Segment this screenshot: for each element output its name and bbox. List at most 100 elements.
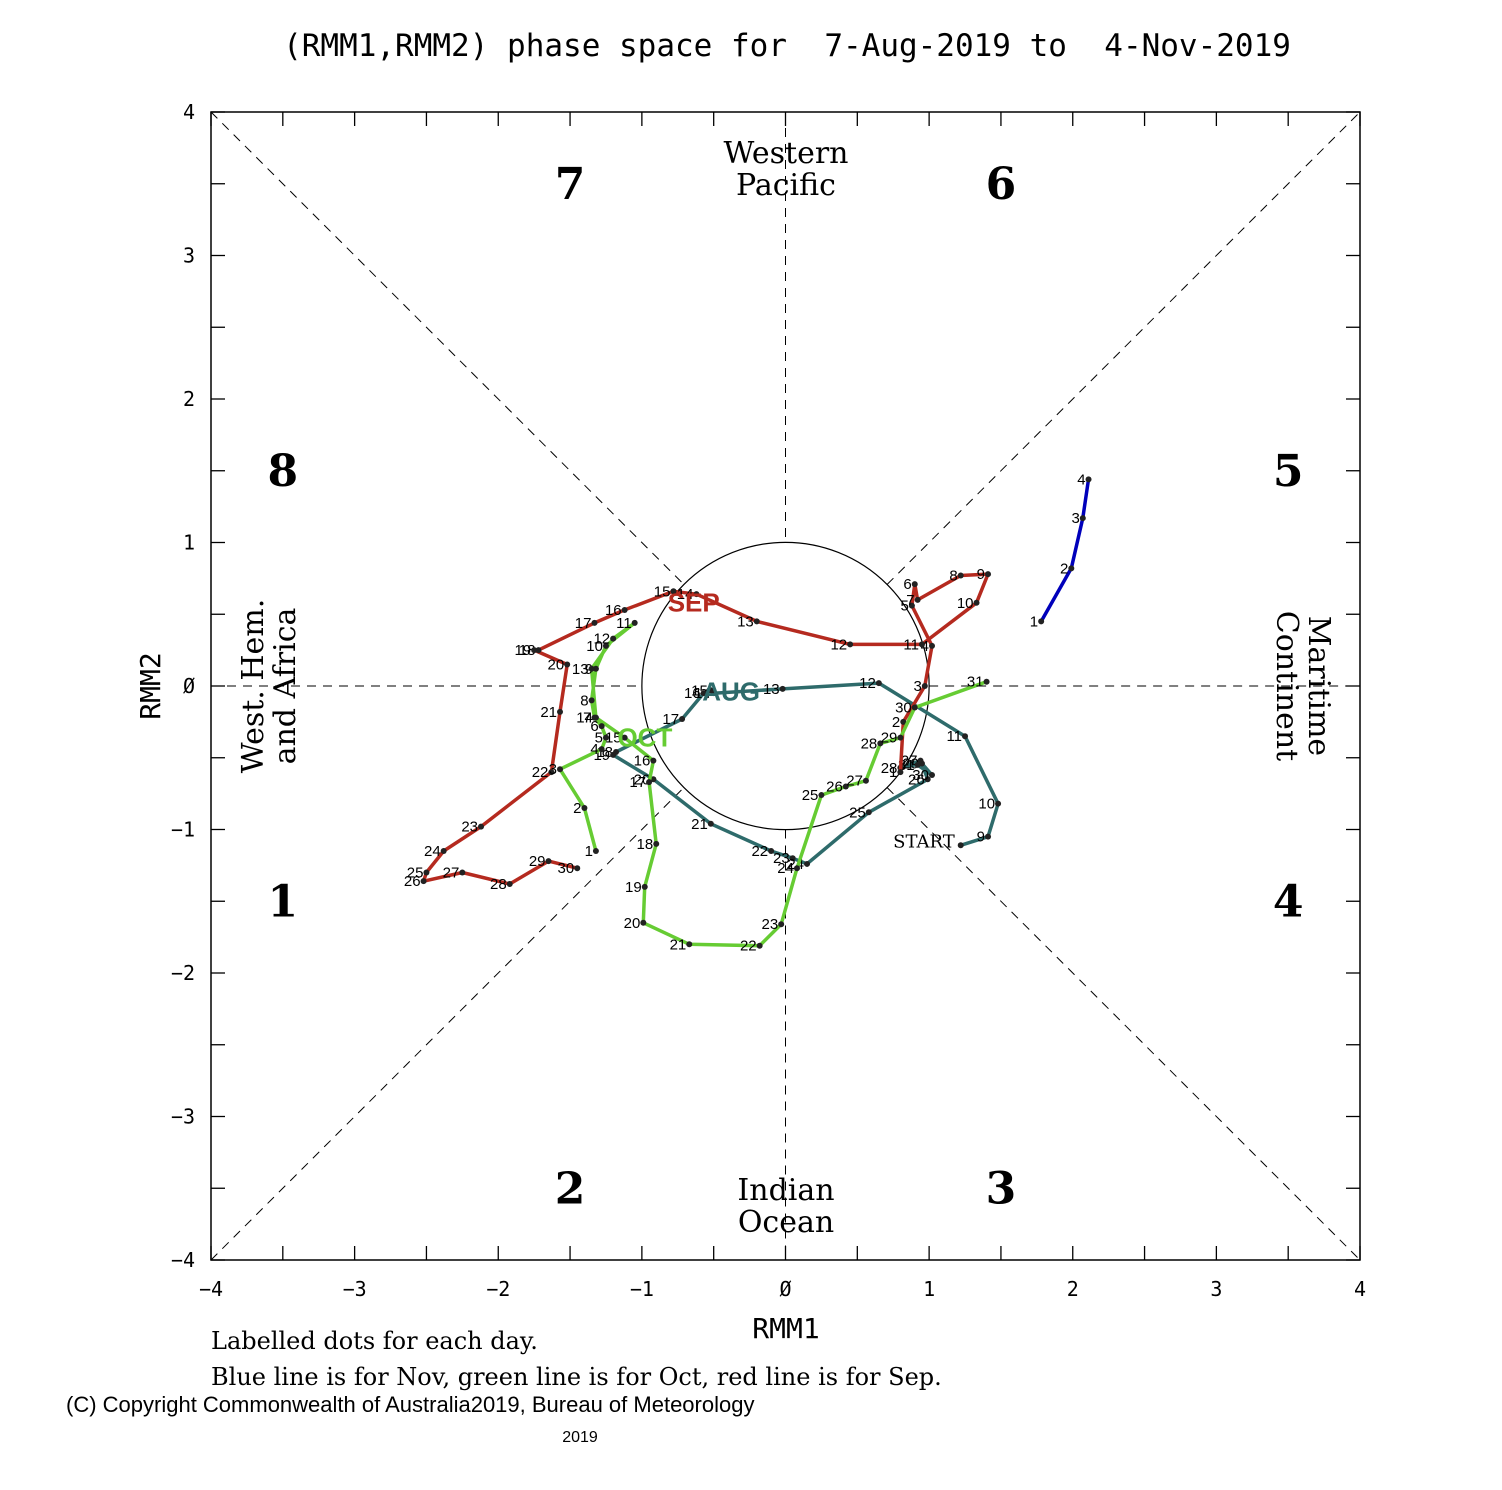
region-top-line1: Western (723, 136, 848, 171)
day-dot (650, 757, 657, 764)
day-label: 8 (580, 692, 588, 709)
month-label-aug: AUG (702, 676, 760, 706)
day-label: 30 (558, 860, 575, 877)
region-left-line1: West. Hem. (236, 599, 271, 774)
y-tick-label: 2 (183, 387, 195, 411)
day-label: 27 (443, 865, 460, 882)
day-label: 23 (461, 819, 478, 836)
day-dot (911, 581, 918, 588)
day-dot (985, 833, 992, 840)
day-dot (897, 734, 904, 741)
day-label: 17 (575, 615, 592, 632)
diagonal-upper-right (886, 111, 1361, 585)
day-dot (700, 690, 707, 697)
phase-number-8: 8 (268, 446, 299, 497)
y-tick-label: −4 (171, 1248, 195, 1272)
day-label: 14 (677, 586, 694, 603)
day-dot (588, 697, 595, 704)
day-label: 20 (634, 771, 651, 788)
day-label: 1 (585, 843, 593, 860)
x-tick-label: −3 (343, 1277, 367, 1301)
day-label: 19 (514, 642, 531, 659)
y-tick-label: −2 (171, 961, 195, 985)
y-tick-label: 4 (183, 100, 195, 124)
day-label: 8 (949, 568, 957, 585)
day-label: 2 (573, 800, 581, 817)
diagonal-lower-right (886, 787, 1361, 1261)
day-dot (679, 716, 686, 723)
day-label: 12 (859, 675, 876, 692)
day-dot (693, 591, 700, 598)
day-label: 21 (691, 816, 708, 833)
day-dot (478, 823, 485, 830)
phase-number-2: 2 (555, 1163, 586, 1214)
day-dot (598, 723, 605, 730)
day-dot (640, 919, 647, 926)
y-tick-label: −3 (171, 1105, 195, 1129)
day-label: 27 (846, 773, 863, 790)
day-dot (914, 596, 921, 603)
day-dot (753, 618, 760, 625)
day-label: 26 (404, 873, 421, 890)
phase-number-4: 4 (1273, 876, 1304, 927)
day-label: 25 (802, 787, 819, 804)
series-group: 9101112131415161718192021222324252627282… (404, 471, 1092, 955)
day-label: 1 (1030, 613, 1038, 630)
day-dot (670, 588, 677, 595)
x-tick-label: 2 (1067, 1277, 1079, 1301)
day-dot (1085, 476, 1092, 483)
day-label: 30 (912, 767, 929, 784)
day-dot (1079, 515, 1086, 522)
x-tick-label: 3 (1210, 1277, 1222, 1301)
day-label: 9 (977, 829, 985, 846)
day-dot (768, 848, 775, 855)
y-tick-label: 1 (183, 531, 195, 555)
day-dot (459, 869, 466, 876)
day-dot (557, 766, 564, 773)
day-dot (908, 602, 915, 609)
day-dot (574, 865, 581, 872)
day-label: 1 (889, 764, 897, 781)
day-dot (592, 848, 599, 855)
day-label: 28 (861, 735, 878, 752)
day-label: 11 (946, 728, 962, 745)
copyright-text: (C) Copyright Commonwealth of Australia2… (66, 1392, 754, 1417)
day-dot (686, 941, 693, 948)
day-label: 3 (1071, 510, 1079, 527)
day-dot (957, 842, 964, 849)
guide-lines (210, 111, 1361, 1261)
y-tick-label: 3 (183, 244, 195, 268)
day-label: 18 (637, 836, 654, 853)
day-label: 29 (529, 853, 546, 870)
day-dot (962, 733, 969, 740)
day-dot (985, 571, 992, 578)
day-label: 15 (605, 730, 622, 747)
day-dot (983, 678, 990, 685)
day-label: 16 (605, 602, 622, 619)
day-dot (581, 804, 588, 811)
day-dot (862, 777, 869, 784)
day-label: 7 (583, 710, 591, 727)
day-dot (631, 619, 638, 626)
day-dot (973, 599, 980, 606)
day-dot (957, 572, 964, 579)
day-dot (707, 687, 714, 694)
day-dot (804, 860, 811, 867)
day-label: 23 (762, 916, 779, 933)
series-nov: 1 2 3 4 (1030, 471, 1092, 630)
day-label: 24 (424, 843, 441, 860)
note-line-2: Blue line is for Nov, green line is for … (211, 1363, 942, 1391)
day-label: 31 (967, 674, 984, 691)
region-bottom-line1: Indian (737, 1173, 834, 1208)
diagonal-lower-left (210, 787, 685, 1261)
day-label: 6 (590, 718, 598, 735)
note-line-1: Labelled dots for each day. (211, 1327, 538, 1355)
day-label: 22 (740, 938, 757, 955)
day-label: 17 (662, 711, 679, 728)
day-label: 21 (540, 704, 557, 721)
day-label: 25 (849, 804, 866, 821)
day-dot (924, 776, 931, 783)
day-dot (545, 858, 552, 865)
day-dot (995, 800, 1002, 807)
